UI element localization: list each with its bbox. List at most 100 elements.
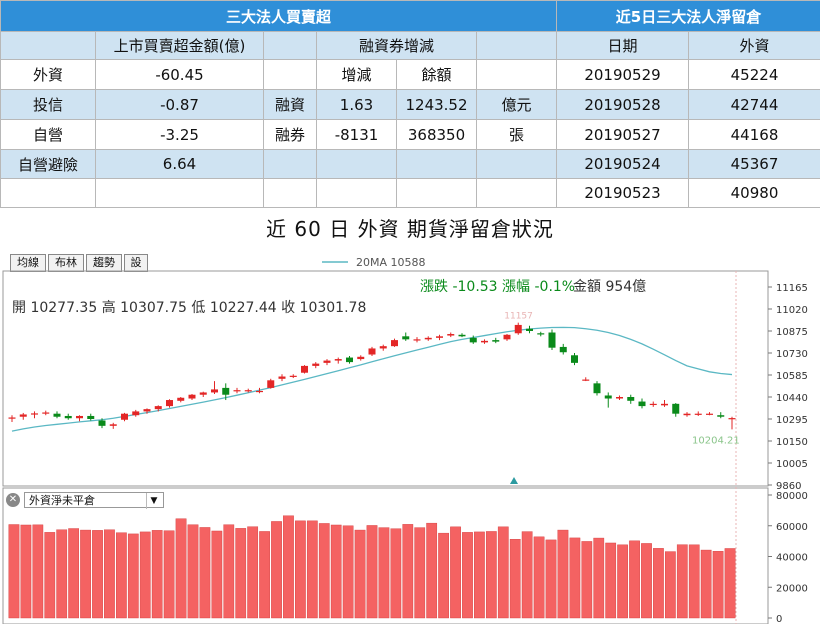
oi-bar bbox=[390, 528, 402, 619]
oi-bar bbox=[163, 530, 175, 619]
oi-bar bbox=[211, 530, 223, 619]
oi-bar bbox=[283, 515, 294, 619]
col-margin-header: 融資券增減 bbox=[316, 31, 477, 60]
row-value: 40980 bbox=[687, 178, 820, 208]
bollinger-button[interactable]: 布林 bbox=[48, 254, 84, 272]
price-tick-label: 11020 bbox=[776, 305, 808, 316]
row-date: 20190523 bbox=[556, 178, 689, 208]
candle-body bbox=[53, 413, 61, 417]
candle-body bbox=[166, 400, 173, 407]
oi-bar bbox=[223, 524, 235, 619]
candle-body bbox=[593, 383, 601, 394]
row-date: 20190529 bbox=[556, 59, 689, 90]
row-balance: 368350 bbox=[396, 119, 477, 150]
oi-bar bbox=[187, 524, 199, 619]
candle-body bbox=[64, 415, 72, 419]
oi-bar bbox=[641, 543, 652, 619]
oi-bar bbox=[127, 533, 139, 619]
row-value: 44168 bbox=[687, 119, 820, 150]
candle-body bbox=[526, 328, 533, 331]
price-tick-label: 10440 bbox=[776, 393, 808, 404]
oi-bar bbox=[378, 527, 390, 619]
oi-bar bbox=[199, 527, 211, 619]
oi-tick-label: 20000 bbox=[776, 583, 808, 594]
candle-body bbox=[582, 379, 590, 381]
candle-body bbox=[346, 357, 353, 363]
oi-bar bbox=[104, 529, 115, 619]
price-tick-label: 10730 bbox=[776, 349, 808, 360]
close-icon[interactable]: ✕ bbox=[6, 493, 20, 507]
candle-body bbox=[31, 413, 38, 415]
row-unit: 億元 bbox=[475, 89, 558, 120]
oi-bar bbox=[175, 518, 187, 619]
trend-button[interactable]: 趨勢 bbox=[86, 254, 122, 272]
ma20-line bbox=[11, 326, 733, 432]
oi-tick-label: 0 bbox=[776, 614, 782, 624]
candle-body bbox=[267, 380, 275, 388]
candle-body bbox=[436, 336, 443, 338]
series-select-value: 外資淨未平倉 bbox=[29, 494, 95, 507]
oi-bar bbox=[450, 526, 461, 619]
candle-body bbox=[222, 387, 230, 395]
candle-body bbox=[559, 346, 567, 353]
candle-body bbox=[76, 415, 83, 419]
col-date-header: 日期 bbox=[556, 31, 689, 60]
amount-label: 金額 954億 bbox=[573, 279, 646, 295]
candle-body bbox=[368, 348, 376, 355]
candle-body bbox=[121, 413, 128, 420]
left-table-title: 三大法人買賣超 bbox=[0, 0, 558, 32]
candle-body bbox=[458, 334, 466, 337]
oi-bar bbox=[330, 524, 342, 619]
oi-bar bbox=[80, 529, 91, 619]
price-tick-label: 10875 bbox=[776, 327, 808, 338]
price-tick-label: 10005 bbox=[776, 459, 808, 470]
max-marker-label: 11157 bbox=[504, 312, 533, 322]
row-label: 自營 bbox=[0, 119, 96, 150]
candle-body bbox=[256, 390, 263, 393]
price-tick-label: 10150 bbox=[776, 437, 808, 448]
oi-bar bbox=[664, 551, 676, 619]
col-balance-header: 餘額 bbox=[396, 59, 477, 90]
oi-bar bbox=[509, 539, 521, 619]
row-change: 1.63 bbox=[316, 89, 397, 120]
row-amount bbox=[95, 178, 264, 208]
header-blank bbox=[0, 31, 96, 60]
candle-body bbox=[87, 415, 95, 419]
oi-bar bbox=[605, 542, 617, 619]
oi-bar bbox=[247, 526, 259, 619]
oi-bar bbox=[295, 520, 306, 619]
candle-body bbox=[728, 418, 736, 420]
oi-bar bbox=[688, 544, 700, 619]
row-unit bbox=[475, 59, 558, 90]
bar-layer bbox=[8, 515, 736, 619]
candle-body bbox=[391, 340, 398, 347]
row-unit bbox=[475, 178, 558, 208]
candle-body bbox=[627, 397, 635, 401]
series-select[interactable]: 外資淨未平倉 ▼ bbox=[24, 492, 164, 509]
oi-bar bbox=[259, 531, 270, 619]
candle-body bbox=[278, 376, 286, 379]
row-label: 自營避險 bbox=[0, 149, 96, 179]
candle-body bbox=[244, 390, 252, 392]
row-balance: 1243.52 bbox=[396, 89, 477, 120]
settings-button-label: 設 bbox=[130, 256, 142, 269]
candle-body bbox=[109, 424, 117, 426]
oi-bar bbox=[68, 528, 80, 619]
row-value: 45367 bbox=[687, 149, 820, 179]
oi-bar bbox=[569, 537, 581, 619]
candle-body bbox=[413, 339, 421, 341]
oi-bar bbox=[92, 530, 103, 619]
oi-bar bbox=[485, 531, 497, 619]
ma-button-label: 均線 bbox=[17, 256, 39, 269]
row-change: -8131 bbox=[316, 119, 397, 150]
institutional-net-table: 三大法人買賣超 上市買賣超金額(億) 融資券增減 外資 -60.45 增減 餘額… bbox=[0, 0, 558, 208]
row-date: 20190524 bbox=[556, 149, 689, 179]
candle-body bbox=[447, 334, 455, 336]
candle-body bbox=[334, 359, 342, 361]
oi-axis: 80000 60000 40000 20000 0 bbox=[768, 491, 808, 624]
candle-body bbox=[301, 365, 308, 373]
candle-body bbox=[154, 406, 162, 410]
ma-button[interactable]: 均線 bbox=[10, 254, 46, 272]
oi-bar bbox=[366, 525, 378, 619]
ohlc-label: 開 10277.35 高 10307.75 低 10227.44 收 10301… bbox=[12, 299, 366, 316]
